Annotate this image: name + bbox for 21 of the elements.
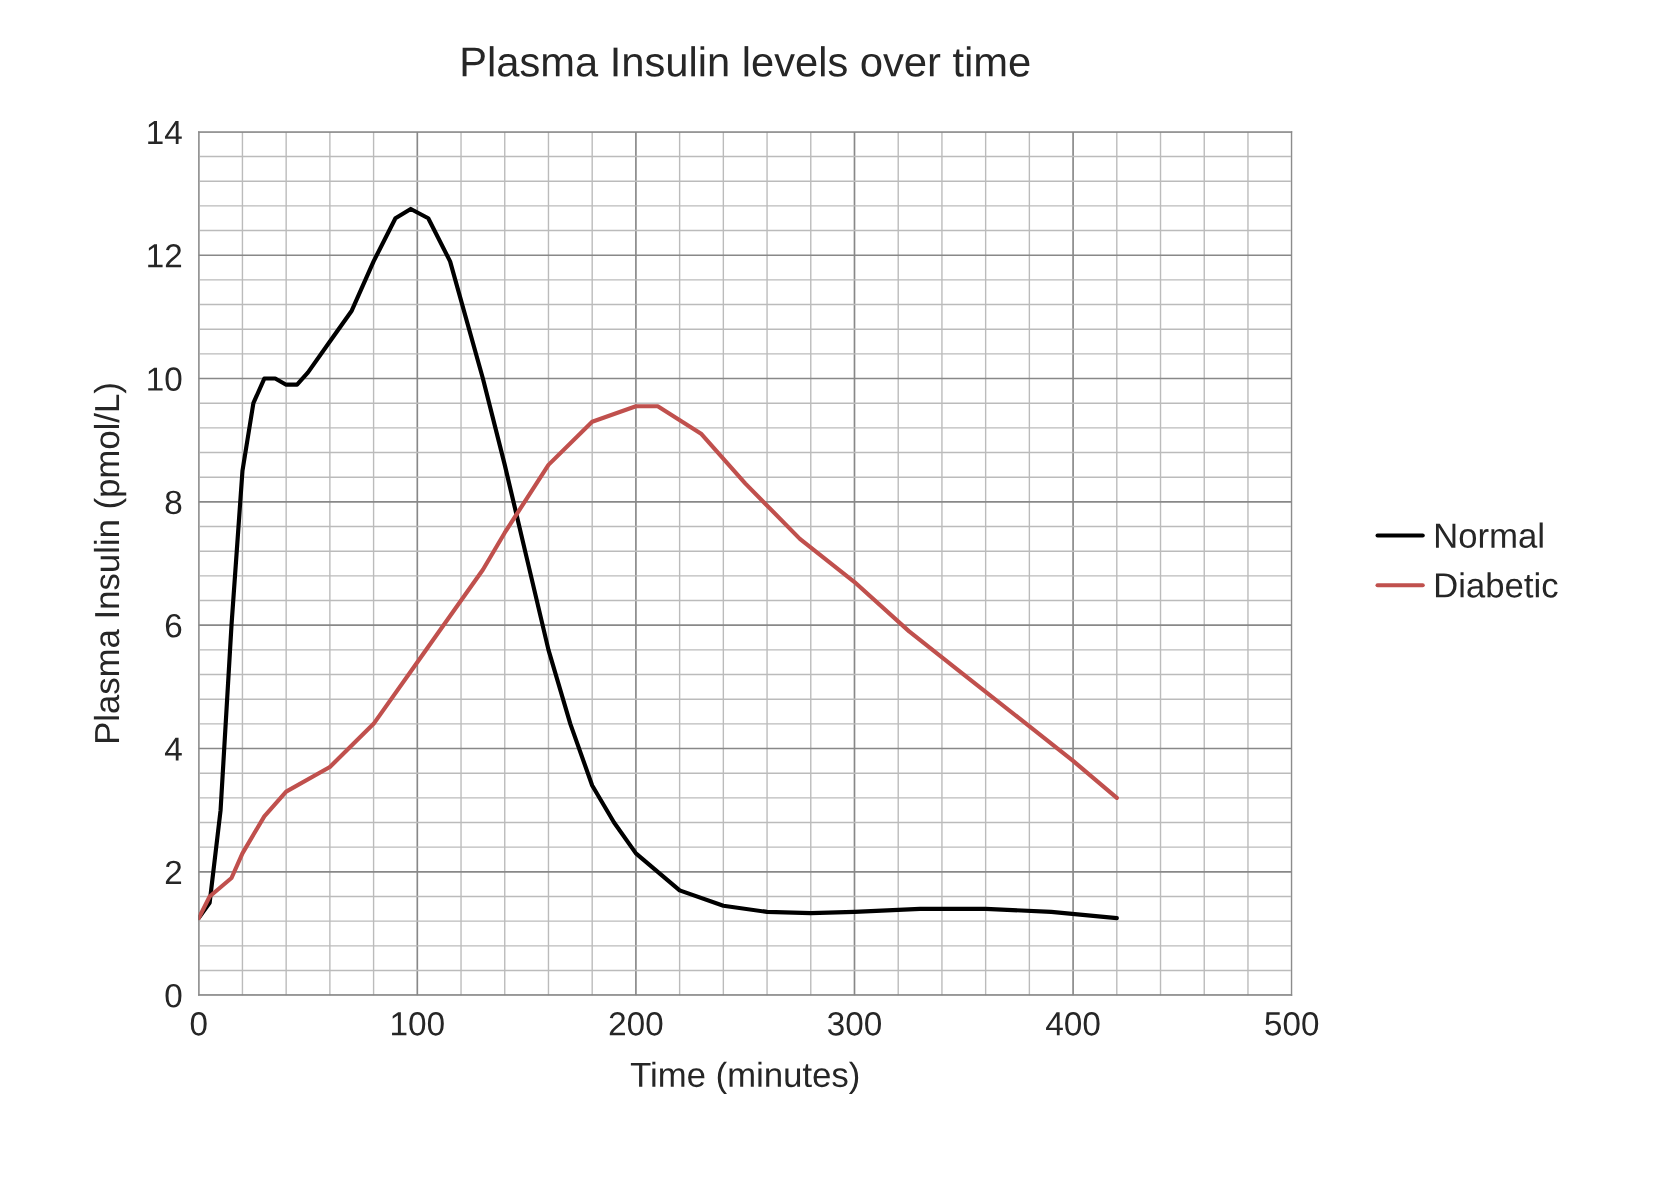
x-tick-label: 200 (609, 1012, 663, 1036)
x-tick-label: 100 (392, 1012, 444, 1036)
chart-title: Plasma Insulin levels over time (462, 46, 1030, 77)
legend-label: Diabetic (1435, 572, 1558, 598)
y-tick-label: 4 (164, 737, 182, 761)
y-tick-label: 14 (148, 121, 182, 144)
line-series (198, 206, 1119, 921)
x-tick-label: 0 (190, 1012, 207, 1036)
y-tick-label: 6 (165, 613, 182, 638)
y-axis-title: Plasma Insulin (pmol/L) (93, 384, 127, 743)
y-tick-label: 12 (148, 244, 182, 268)
y-tick-label: 2 (165, 860, 182, 884)
y-tick-label: 10 (148, 367, 182, 391)
y-tick-label: 0 (165, 983, 182, 1008)
x-axis-title: Time (minutes) (630, 1061, 859, 1095)
x-tick-label: 400 (1046, 1012, 1100, 1036)
x-tick-label: 300 (827, 1012, 881, 1036)
legend-label: Normal (1435, 522, 1543, 548)
y-tick-label: 8 (165, 490, 182, 515)
x-tick-label: 500 (1265, 1012, 1319, 1036)
line-series (198, 404, 1119, 921)
